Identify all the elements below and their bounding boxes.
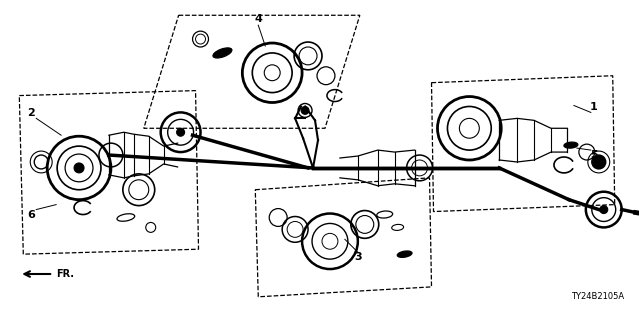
Circle shape	[600, 206, 608, 213]
Text: 6: 6	[28, 210, 35, 220]
Circle shape	[592, 155, 605, 169]
Circle shape	[74, 163, 84, 173]
Text: 4: 4	[254, 14, 262, 24]
Ellipse shape	[397, 251, 412, 257]
Text: 3: 3	[354, 252, 362, 262]
Text: 1: 1	[590, 102, 598, 112]
Text: TY24B2105A: TY24B2105A	[570, 292, 623, 301]
Text: 5: 5	[590, 150, 598, 160]
Ellipse shape	[213, 48, 232, 58]
Circle shape	[301, 107, 309, 114]
Text: FR.: FR.	[56, 269, 74, 279]
Circle shape	[177, 128, 184, 136]
Text: 2: 2	[28, 108, 35, 118]
Ellipse shape	[564, 142, 578, 148]
